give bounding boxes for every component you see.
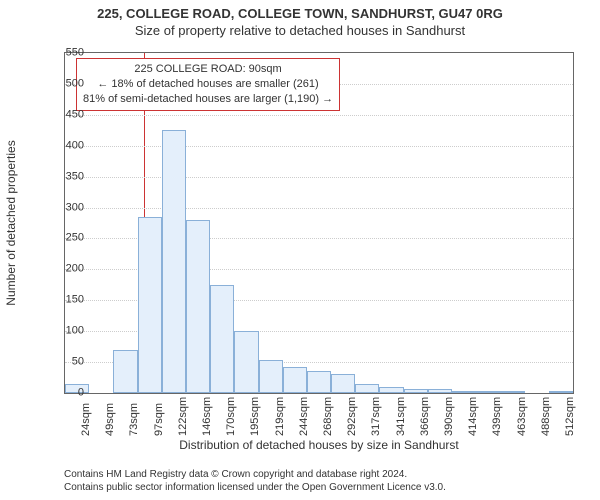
xtick-label: 512sqm: [565, 396, 576, 436]
ytick-label: 100: [44, 326, 84, 337]
xtick-label: 49sqm: [105, 396, 116, 436]
xtick-label: 170sqm: [226, 396, 237, 436]
credit-block: Contains HM Land Registry data © Crown c…: [64, 469, 446, 494]
ytick-label: 500: [44, 78, 84, 89]
title-sub: Size of property relative to detached ho…: [0, 23, 600, 40]
histogram-bar: [234, 331, 258, 393]
xtick-label: 463sqm: [517, 396, 528, 436]
histogram-bar: [476, 391, 500, 393]
callout-line2: ← 18% of detached houses are smaller (26…: [83, 77, 333, 92]
ytick-label: 450: [44, 109, 84, 120]
xtick-label: 439sqm: [492, 396, 503, 436]
credit-line2: Contains public sector information licen…: [64, 482, 446, 495]
callout-line3: 81% of semi-detached houses are larger (…: [83, 92, 333, 107]
ytick-label: 350: [44, 171, 84, 182]
histogram-bar: [500, 391, 524, 393]
histogram-bar: [452, 391, 476, 393]
xtick-label: 219sqm: [275, 396, 286, 436]
xtick-label: 195sqm: [250, 396, 261, 436]
histogram-bar: [259, 360, 283, 393]
ytick-label: 150: [44, 295, 84, 306]
title-block: 225, COLLEGE ROAD, COLLEGE TOWN, SANDHUR…: [0, 0, 600, 39]
histogram-bar: [549, 391, 573, 393]
histogram-bar: [162, 130, 186, 393]
histogram-bar: [113, 350, 137, 393]
xtick-label: 366sqm: [420, 396, 431, 436]
gridline: [65, 177, 573, 178]
xtick-label: 414sqm: [468, 396, 479, 436]
ytick-label: 400: [44, 140, 84, 151]
xtick-label: 146sqm: [202, 396, 213, 436]
xtick-label: 24sqm: [81, 396, 92, 436]
xtick-label: 97sqm: [154, 396, 165, 436]
callout-line1: 225 COLLEGE ROAD: 90sqm: [83, 62, 333, 77]
histogram-bar: [210, 285, 234, 393]
xtick-label: 244sqm: [299, 396, 310, 436]
y-axis-label: Number of detached properties: [4, 52, 22, 394]
histogram-bar: [307, 371, 331, 393]
xtick-label: 488sqm: [541, 396, 552, 436]
ytick-label: 250: [44, 233, 84, 244]
histogram-bar: [355, 384, 379, 393]
gridline: [65, 115, 573, 116]
gridline: [65, 208, 573, 209]
ytick-label: 0: [44, 388, 84, 399]
xtick-label: 292sqm: [347, 396, 358, 436]
histogram-bar: [186, 220, 210, 393]
ytick-label: 200: [44, 264, 84, 275]
histogram-bar: [331, 374, 355, 393]
xtick-label: 341sqm: [396, 396, 407, 436]
callout-box: 225 COLLEGE ROAD: 90sqm ← 18% of detache…: [76, 58, 340, 111]
histogram-bar: [379, 387, 403, 393]
xtick-label: 317sqm: [371, 396, 382, 436]
xtick-label: 390sqm: [444, 396, 455, 436]
chart-container: { "titles": { "main": "225, COLLEGE ROAD…: [0, 0, 600, 500]
gridline: [65, 146, 573, 147]
histogram-bar: [404, 389, 428, 393]
xtick-label: 268sqm: [323, 396, 334, 436]
title-main: 225, COLLEGE ROAD, COLLEGE TOWN, SANDHUR…: [0, 6, 600, 22]
histogram-bar: [428, 389, 452, 393]
histogram-bar: [138, 217, 162, 393]
ytick-label: 550: [44, 48, 84, 59]
xtick-label: 73sqm: [129, 396, 140, 436]
histogram-bar: [283, 367, 307, 393]
ytick-label: 50: [44, 357, 84, 368]
xtick-label: 122sqm: [178, 396, 189, 436]
x-axis-label: Distribution of detached houses by size …: [64, 438, 574, 452]
credit-line1: Contains HM Land Registry data © Crown c…: [64, 469, 446, 482]
ytick-label: 300: [44, 202, 84, 213]
